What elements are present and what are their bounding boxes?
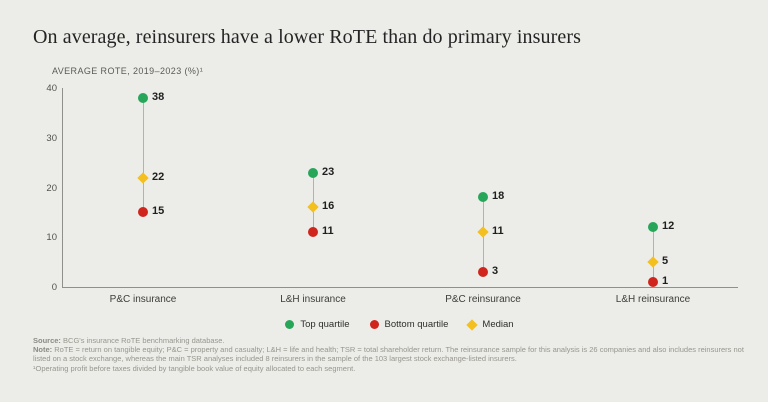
- legend-label: Median: [482, 319, 514, 330]
- legend-item-top-quartile: Top quartile: [285, 319, 350, 330]
- median-value-label: 5: [662, 255, 669, 268]
- top-quartile-marker: [478, 192, 488, 203]
- note-line: Note: RoTE = return on tangible equity; …: [33, 345, 759, 363]
- chart-legend: Top quartile Bottom quartile Median: [62, 318, 737, 331]
- median-legend-diamond-icon: [466, 318, 479, 331]
- bottom-quartile-value-label: 3: [492, 265, 499, 278]
- footnotes: Source: BCG's insurance RoTE benchmarkin…: [33, 336, 759, 373]
- bottom-quartile-value-label: 1: [662, 275, 669, 288]
- top-quartile-value-label: 12: [662, 220, 675, 233]
- bottom-quartile-value-label: 11: [322, 225, 334, 238]
- bottom-quartile-marker: [308, 227, 318, 238]
- top-quartile-value-label: 38: [152, 90, 165, 103]
- bottom-quartile-legend-circle-icon: [369, 320, 379, 329]
- source-text: BCG's insurance RoTE benchmarking databa…: [60, 336, 225, 345]
- connector-line: [652, 227, 654, 283]
- legend-item-median: Median: [466, 318, 514, 331]
- bottom-quartile-marker: [478, 267, 488, 278]
- category-label: P&C reinsurance: [445, 294, 521, 305]
- note-label: Note:: [33, 345, 53, 355]
- category-label: L&H reinsurance: [615, 294, 691, 305]
- footnote-1: ¹Operating profit before taxes divided b…: [33, 363, 356, 373]
- y-axis-tick-label: 10: [46, 232, 57, 244]
- legend-label: Bottom quartile: [384, 319, 449, 330]
- rote-dot-range-chart: 0 10 20 30 40 38 15 22 P&C insurance 23 11 16 L&H in…: [46, 83, 738, 305]
- bottom-quartile-value-label: 15: [152, 205, 165, 218]
- median-marker: [647, 256, 659, 268]
- top-quartile-legend-circle-icon: [285, 320, 295, 329]
- category-label: L&H insurance: [280, 294, 346, 305]
- median-value-label: 16: [322, 200, 335, 213]
- chart-axis-title: AVERAGE ROTE, 2019–2023 (%)¹: [52, 66, 204, 76]
- median-marker: [307, 201, 319, 214]
- page-title: On average, reinsurers have a lower RoTE…: [33, 26, 581, 48]
- median-value-label: 11: [492, 225, 504, 238]
- category-label: P&C insurance: [109, 294, 177, 305]
- median-value-label: 22: [152, 170, 165, 183]
- source-label: Source:: [33, 336, 61, 345]
- bottom-quartile-marker: [138, 207, 148, 218]
- top-quartile-value-label: 23: [322, 165, 335, 178]
- bottom-quartile-marker: [648, 277, 658, 288]
- y-axis-tick-label: 20: [46, 182, 57, 194]
- y-axis-tick-label: 0: [51, 282, 57, 293]
- top-quartile-marker: [308, 167, 318, 178]
- legend-label: Top quartile: [300, 319, 350, 330]
- source-line: Source: BCG's insurance RoTE benchmarkin…: [33, 336, 759, 345]
- median-marker: [477, 226, 489, 238]
- y-axis-tick-label: 40: [46, 83, 57, 94]
- y-axis-tick-label: 30: [46, 132, 57, 144]
- top-quartile-marker: [648, 222, 658, 233]
- median-marker: [137, 171, 149, 184]
- top-quartile-value-label: 18: [492, 190, 505, 203]
- top-quartile-marker: [138, 92, 148, 103]
- legend-item-bottom-quartile: Bottom quartile: [369, 319, 449, 330]
- note-text: RoTE = return on tangible equity; P&C = …: [33, 345, 744, 364]
- connector-line: [142, 97, 144, 213]
